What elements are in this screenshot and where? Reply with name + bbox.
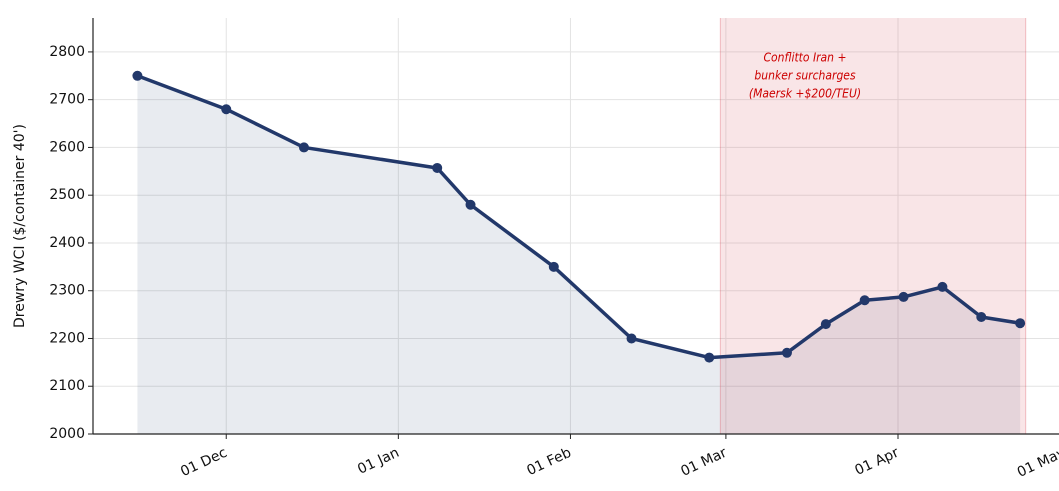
point	[859, 295, 870, 306]
y-tick-label: 2600	[49, 139, 85, 155]
x-tick-label: 01 May	[1015, 445, 1059, 481]
annotation: Conflitto Iran +	[763, 51, 846, 65]
y-tick-label: 2100	[49, 378, 85, 394]
point	[432, 162, 443, 173]
point	[1015, 318, 1026, 329]
point	[298, 142, 309, 153]
annotation: bunker surcharges	[754, 69, 856, 83]
annotation: (Maersk +$200/TEU)	[749, 87, 861, 101]
x-tick-label: 01 Dec	[178, 445, 229, 480]
x-tick-label: 01 Feb	[524, 445, 574, 479]
shaded-span	[720, 18, 1026, 434]
point	[704, 352, 715, 363]
y-tick-label: 2500	[49, 187, 85, 203]
point	[976, 311, 987, 322]
y-tick-label: 2700	[49, 92, 85, 108]
point	[221, 104, 232, 115]
y-tick-label: 2400	[49, 235, 85, 251]
point	[132, 70, 143, 81]
point	[898, 291, 909, 302]
y-tick-label: 2000	[49, 426, 85, 442]
y-tick-label: 2300	[49, 283, 85, 299]
x-tick-label: 01 Mar	[678, 445, 729, 480]
y-tick-label: 2200	[49, 330, 85, 346]
x-tick-label: 01 Apr	[852, 445, 901, 479]
point	[937, 281, 948, 292]
y-tick-label: 2800	[49, 44, 85, 60]
point	[465, 199, 476, 210]
point	[548, 261, 559, 272]
point	[781, 347, 792, 358]
x-tick-label: 01 Jan	[355, 445, 402, 478]
y-axis-label: Drewry WCI ($/container 40')	[12, 124, 28, 328]
point	[820, 319, 831, 330]
point	[626, 333, 637, 344]
